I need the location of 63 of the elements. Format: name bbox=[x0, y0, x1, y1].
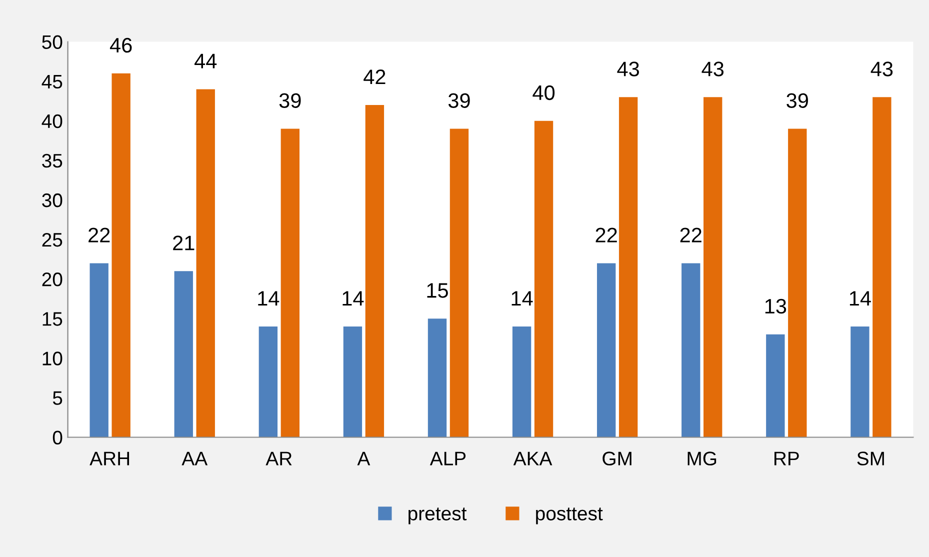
bar bbox=[365, 105, 384, 438]
y-tick-label: 50 bbox=[42, 35, 62, 50]
y-tick-label: 5 bbox=[52, 391, 62, 405]
data-label: 22 bbox=[88, 228, 110, 242]
legend-label: posttest bbox=[536, 508, 603, 524]
bar bbox=[534, 120, 554, 438]
bar bbox=[704, 97, 722, 438]
data-label: 43 bbox=[617, 62, 639, 76]
x-tick-label: RP bbox=[774, 452, 799, 466]
data-label: 14 bbox=[850, 291, 871, 306]
bar bbox=[196, 89, 215, 438]
bar bbox=[90, 263, 108, 438]
y-tick-label: 35 bbox=[42, 154, 62, 168]
bar bbox=[788, 128, 807, 438]
data-label: 15 bbox=[427, 283, 448, 298]
y-tick-label: 45 bbox=[42, 74, 62, 89]
bar bbox=[682, 263, 700, 438]
bar bbox=[872, 97, 892, 438]
x-tick-label: ARH bbox=[90, 452, 130, 466]
y-tick-label: 10 bbox=[42, 352, 62, 366]
bar bbox=[618, 97, 638, 438]
data-label: 39 bbox=[786, 93, 808, 108]
data-label: 39 bbox=[279, 93, 301, 108]
x-tick-label: SM bbox=[857, 452, 884, 466]
bar bbox=[112, 73, 130, 438]
data-label: 22 bbox=[596, 228, 617, 242]
data-label: 44 bbox=[194, 54, 217, 68]
data-label: 46 bbox=[110, 38, 132, 53]
data-label: 14 bbox=[258, 291, 280, 306]
x-tick-label: AA bbox=[182, 452, 208, 466]
y-tick-label: 20 bbox=[42, 272, 62, 286]
bar bbox=[450, 128, 469, 438]
x-tick-label: ALP bbox=[430, 452, 466, 466]
data-label: 14 bbox=[342, 291, 364, 306]
bar bbox=[343, 326, 362, 438]
data-label: 40 bbox=[532, 85, 555, 100]
data-label: 43 bbox=[702, 62, 724, 76]
data-label: 43 bbox=[870, 62, 893, 76]
data-label: 21 bbox=[173, 236, 194, 250]
data-label: 22 bbox=[680, 228, 702, 242]
x-tick-label: A bbox=[357, 452, 370, 466]
bar bbox=[280, 128, 300, 438]
data-label: 13 bbox=[765, 298, 786, 314]
y-tick-label: 30 bbox=[42, 193, 62, 208]
bar bbox=[428, 318, 447, 438]
bar bbox=[596, 263, 616, 438]
x-tick-label: MG bbox=[688, 452, 716, 466]
data-label: 39 bbox=[448, 93, 470, 108]
x-tick-label: GM bbox=[602, 452, 632, 466]
bar bbox=[850, 326, 870, 438]
y-tick-label: 15 bbox=[42, 312, 62, 326]
y-tick-label: 40 bbox=[42, 114, 62, 128]
data-label: 42 bbox=[364, 70, 386, 84]
bar bbox=[258, 326, 278, 438]
y-tick-label: 25 bbox=[42, 232, 62, 247]
bar bbox=[766, 334, 785, 438]
bar bbox=[174, 271, 193, 438]
y-tick-label: 0 bbox=[52, 430, 62, 444]
bar bbox=[512, 326, 532, 438]
x-tick-label: AKA bbox=[513, 452, 552, 466]
x-tick-label: AR bbox=[266, 452, 292, 466]
data-label: 14 bbox=[512, 291, 533, 306]
legend-label: pretest bbox=[408, 508, 467, 524]
